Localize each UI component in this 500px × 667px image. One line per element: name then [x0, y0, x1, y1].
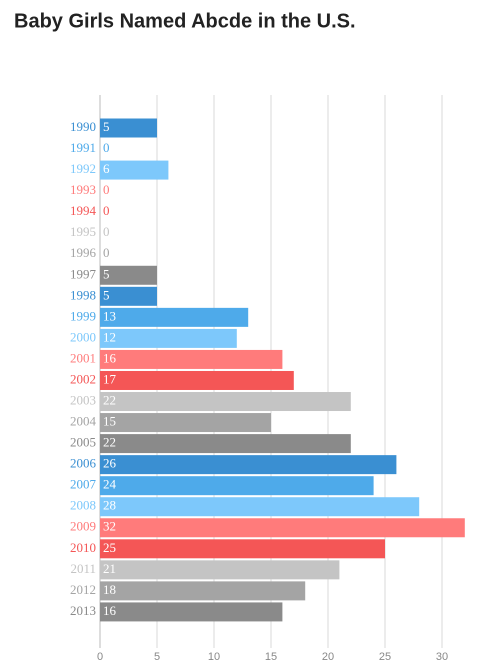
x-tick-label: 25 — [379, 651, 391, 663]
bar — [100, 118, 157, 138]
bar — [100, 434, 351, 454]
value-label: 0 — [103, 203, 110, 218]
value-label: 22 — [103, 435, 116, 450]
x-tick-label: 0 — [97, 651, 103, 663]
y-tick-label: 1993 — [70, 182, 96, 197]
value-label: 32 — [103, 519, 116, 534]
bar — [100, 413, 271, 433]
x-tick-label: 20 — [322, 651, 334, 663]
value-label: 0 — [103, 182, 110, 197]
value-label: 21 — [103, 561, 116, 576]
y-tick-label: 1995 — [70, 224, 96, 239]
value-label: 22 — [103, 393, 116, 408]
y-tick-label: 1998 — [70, 287, 96, 302]
value-label: 28 — [103, 498, 116, 513]
y-tick-label: 2011 — [70, 561, 96, 576]
bar — [100, 370, 294, 390]
value-label: 5 — [103, 119, 110, 134]
bar — [100, 476, 374, 496]
y-tick-label: 2007 — [70, 477, 97, 492]
bar — [100, 581, 306, 601]
value-label: 12 — [103, 329, 116, 344]
y-tick-label: 2000 — [70, 329, 96, 344]
x-tick-label: 10 — [208, 651, 220, 663]
value-label: 0 — [103, 224, 110, 239]
bar — [100, 455, 397, 475]
y-tick-label: 1997 — [70, 266, 97, 281]
bar — [100, 392, 351, 412]
bar — [100, 265, 157, 285]
bar — [100, 160, 169, 180]
y-tick-label: 2010 — [70, 540, 96, 555]
chart-title: Baby Girls Named Abcde in the U.S. — [14, 10, 356, 32]
bar — [100, 328, 237, 348]
y-tick-label: 1991 — [70, 140, 96, 155]
x-tick-label: 30 — [436, 651, 448, 663]
value-label: 18 — [103, 582, 116, 597]
bar — [100, 518, 465, 538]
value-label: 16 — [103, 603, 117, 618]
value-label: 6 — [103, 161, 110, 176]
bar — [100, 560, 340, 580]
x-tick-label: 15 — [265, 651, 277, 663]
bar — [100, 349, 283, 369]
bar — [100, 307, 249, 327]
y-tick-label: 1992 — [70, 161, 96, 176]
bar — [100, 539, 385, 559]
y-tick-label: 2001 — [70, 350, 96, 365]
bar — [100, 497, 420, 517]
value-label: 26 — [103, 456, 117, 471]
y-tick-label: 2006 — [70, 456, 97, 471]
value-label: 5 — [103, 287, 110, 302]
y-tick-label: 2009 — [70, 519, 96, 534]
bar — [100, 286, 157, 306]
bar — [100, 602, 283, 622]
y-tick-label: 2013 — [70, 603, 96, 618]
value-label: 16 — [103, 350, 117, 365]
y-tick-label: 1999 — [70, 308, 96, 323]
value-label: 24 — [103, 477, 117, 492]
value-label: 15 — [103, 414, 116, 429]
value-label: 0 — [103, 140, 110, 155]
value-label: 17 — [103, 371, 117, 386]
value-label: 13 — [103, 308, 116, 323]
y-tick-label: 2003 — [70, 393, 96, 408]
y-tick-label: 2004 — [70, 414, 97, 429]
y-tick-label: 1996 — [70, 245, 97, 260]
value-label: 25 — [103, 540, 116, 555]
y-tick-label: 2005 — [70, 435, 96, 450]
x-tick-label: 5 — [154, 651, 160, 663]
y-tick-label: 2002 — [70, 371, 96, 386]
y-tick-label: 2012 — [70, 582, 96, 597]
y-tick-label: 1994 — [70, 203, 97, 218]
y-tick-label: 1990 — [70, 119, 96, 134]
y-tick-label: 2008 — [70, 498, 96, 513]
value-label: 0 — [103, 245, 110, 260]
value-label: 5 — [103, 266, 110, 281]
